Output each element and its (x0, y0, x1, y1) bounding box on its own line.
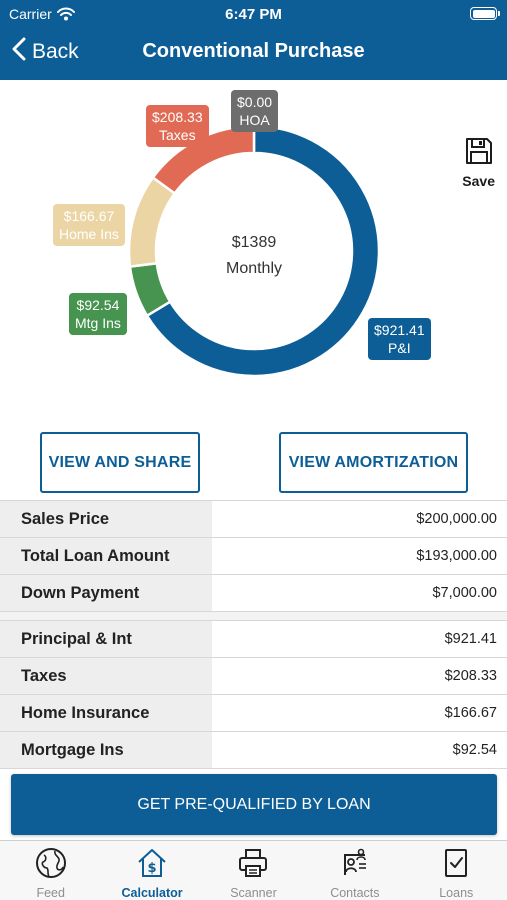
segment-home-ins (127, 175, 177, 269)
table-row: Mortgage Ins $92.54 (0, 732, 507, 769)
wifi-icon (56, 7, 75, 21)
chevron-left-icon (12, 37, 26, 66)
house-dollar-icon: $ (136, 847, 168, 884)
tab-calculator[interactable]: $ Calculator (101, 841, 202, 900)
view-amortization-button[interactable]: VIEW AMORTIZATION (279, 432, 468, 493)
callout-home-ins: $166.67 Home Ins (53, 204, 125, 246)
view-and-share-button[interactable]: VIEW AND SHARE (40, 432, 200, 493)
table-row: Sales Price $200,000.00 (0, 501, 507, 538)
row-value: $92.54 (452, 742, 497, 758)
payment-donut-chart (127, 124, 381, 378)
row-label: Home Insurance (0, 695, 212, 731)
table-row: Down Payment $7,000.00 (0, 575, 507, 612)
battery-icon (470, 7, 500, 20)
get-prequalified-button[interactable]: GET PRE-QUALIFIED BY LOAN (11, 774, 497, 835)
row-label: Mortgage Ins (0, 732, 212, 768)
callout-hoa-amount: $0.00 (237, 94, 273, 110)
printer-icon (237, 847, 269, 884)
row-label: Sales Price (0, 501, 212, 537)
segment-taxes (151, 124, 256, 196)
chart-total: $1389 (231, 234, 277, 251)
row-value: $208.33 (444, 668, 497, 684)
save-label: Save (462, 173, 495, 189)
chart-area: $1389 Monthly $921.41 P&I $92.54 Mtg Ins… (0, 80, 507, 420)
row-label: Principal & Int (0, 621, 212, 657)
tab-label: Loans (439, 886, 474, 900)
table-row: Taxes $208.33 (0, 658, 507, 695)
tab-bar: Feed $ Calculator Scanner (0, 840, 507, 900)
carrier-label: Carrier (9, 6, 52, 22)
clock: 6:47 PM (225, 6, 282, 23)
page-title: Conventional Purchase (142, 40, 365, 62)
row-label: Taxes (0, 658, 212, 694)
contacts-icon (339, 847, 371, 884)
callout-hoa: $0.00 HOA (231, 90, 279, 132)
row-value: $200,000.00 (416, 511, 497, 527)
callout-mtg-ins-name: Mtg Ins (75, 315, 121, 331)
callout-pi-name: P&I (388, 340, 411, 356)
nav-bar: Back Conventional Purchase (0, 28, 507, 80)
tab-loans[interactable]: Loans (406, 841, 507, 900)
table-row: Total Loan Amount $193,000.00 (0, 538, 507, 575)
tab-scanner[interactable]: Scanner (203, 841, 304, 900)
chart-subtitle: Monthly (225, 260, 283, 277)
row-value: $166.67 (444, 705, 497, 721)
save-button[interactable]: Save (462, 136, 495, 189)
tab-feed[interactable]: Feed (0, 841, 101, 900)
row-label: Down Payment (0, 575, 212, 611)
callout-mtg-ins-amount: $92.54 (76, 297, 120, 313)
callout-pi: $921.41 P&I (368, 318, 431, 360)
table-row: Principal & Int $921.41 (0, 621, 507, 658)
callout-hoa-name: HOA (239, 112, 270, 128)
segment-pi (145, 124, 381, 378)
row-value: $7,000.00 (432, 585, 497, 601)
row-value: $193,000.00 (416, 548, 497, 564)
status-bar: Carrier 6:47 PM (0, 0, 507, 28)
callout-home-ins-amount: $166.67 (63, 208, 115, 224)
row-value: $921.41 (444, 631, 497, 647)
floppy-disk-icon (464, 136, 494, 171)
loan-summary-table: Sales Price $200,000.00 Total Loan Amoun… (0, 500, 507, 612)
clipboard-check-icon (440, 847, 472, 884)
tab-label: Contacts (330, 886, 380, 900)
tab-label: Calculator (121, 886, 183, 900)
header: Carrier 6:47 PM Back Conventional Purcha… (0, 0, 507, 80)
back-button[interactable]: Back (12, 37, 79, 66)
tab-contacts[interactable]: Contacts (304, 841, 405, 900)
row-label: Total Loan Amount (0, 538, 212, 574)
callout-home-ins-name: Home Ins (59, 226, 119, 242)
tab-label: Feed (36, 886, 65, 900)
back-label: Back (32, 39, 79, 63)
carrier: Carrier (9, 6, 75, 22)
globe-icon (35, 847, 67, 884)
table-row: Home Insurance $166.67 (0, 695, 507, 732)
svg-text:$: $ (148, 861, 157, 876)
callout-taxes-name: Taxes (159, 127, 196, 143)
callout-taxes-amount: $208.33 (152, 109, 203, 125)
callout-pi-amount: $921.41 (374, 322, 425, 338)
callout-mtg-ins: $92.54 Mtg Ins (69, 293, 127, 335)
tab-label: Scanner (230, 886, 277, 900)
payment-breakdown-table: Principal & Int $921.41 Taxes $208.33 Ho… (0, 620, 507, 769)
callout-taxes: $208.33 Taxes (146, 105, 209, 147)
section-divider (0, 612, 507, 620)
